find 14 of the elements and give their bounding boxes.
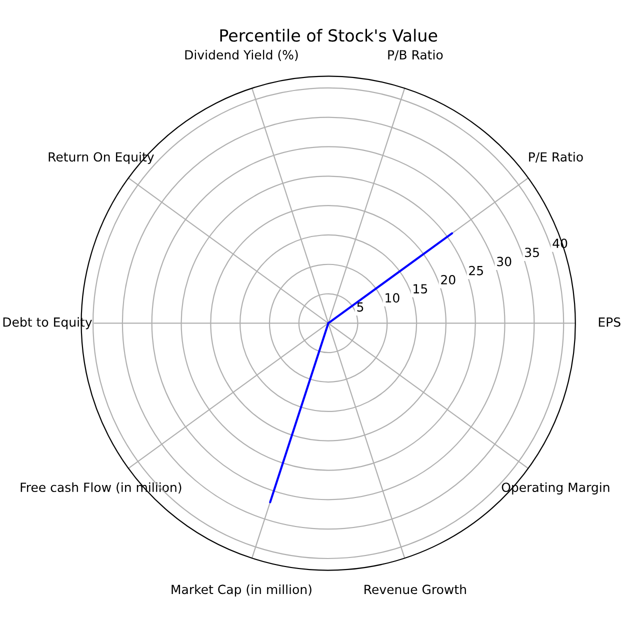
spoke-label: P/E Ratio [529,152,583,163]
y-tick-label: 25 [469,266,483,276]
spoke-label: EPS [598,317,620,327]
chart-title: Percentile of Stock's Value [220,28,438,42]
y-tick-label: 20 [441,274,456,284]
spoke-label: Dividend Yield (%) [185,50,298,61]
y-tick-label: 5 [357,302,364,312]
spoke-label: P/B Ratio [388,50,443,60]
y-tick-label: 30 [497,256,512,266]
spoke-label: Revenue Growth [364,584,466,594]
y-tick-label: 35 [525,248,539,258]
y-tick-label: 15 [414,284,428,294]
spoke-label: Market Cap (in million) [172,584,312,597]
y-tick-label: 10 [386,293,400,303]
